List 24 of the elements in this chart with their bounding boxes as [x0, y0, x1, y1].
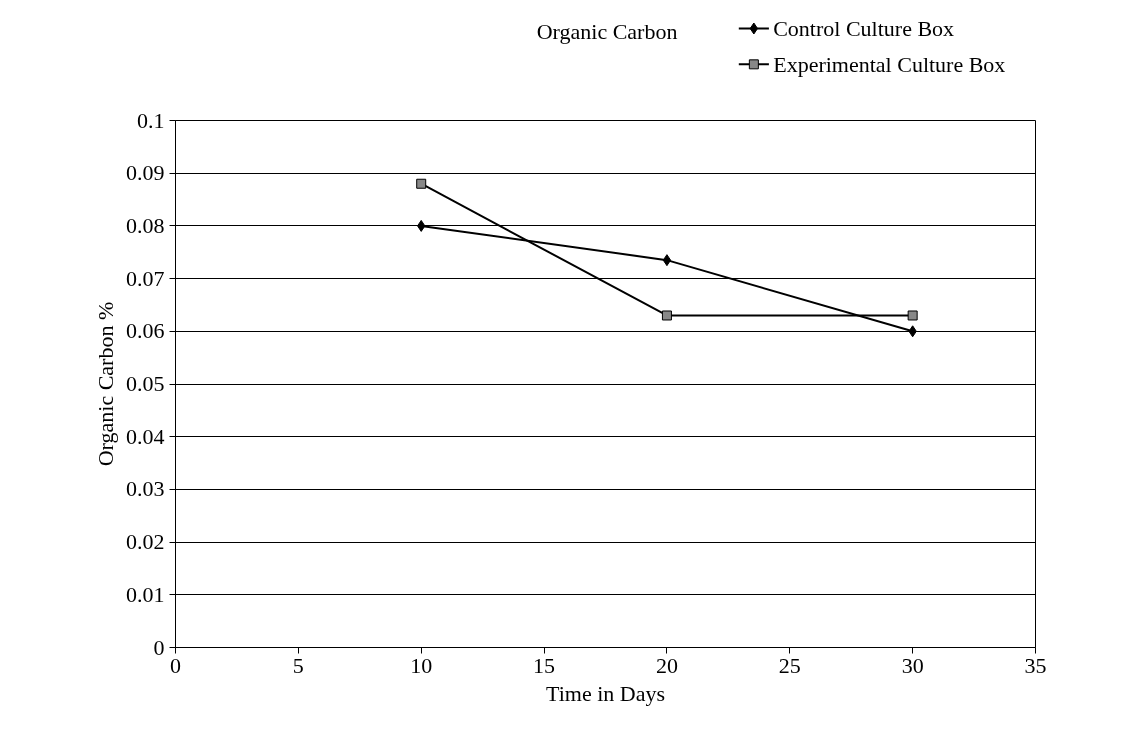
legend-label: Control Culture Box — [773, 16, 955, 41]
x-axis-title: Time in Days — [546, 680, 665, 706]
y-tick-label: 0.03 — [126, 476, 165, 502]
y-tick-label: 0.08 — [126, 212, 165, 238]
x-tick-label: 35 — [1024, 652, 1047, 678]
x-tick-label: 15 — [533, 652, 556, 678]
y-tick-label: 0.02 — [126, 529, 165, 555]
y-tick-label: 0.09 — [126, 160, 165, 186]
x-tick-label: 20 — [655, 652, 678, 678]
y-axis-title: Organic Carbon % — [93, 301, 118, 467]
x-tick-label: 25 — [778, 652, 801, 678]
y-tick-label: 0.06 — [126, 318, 165, 344]
y-tick-label: 0.1 — [137, 107, 165, 133]
y-tick-label: 0.05 — [126, 371, 165, 396]
x-tick-label: 5 — [292, 652, 304, 678]
y-tick-label: 0.04 — [126, 423, 165, 449]
y-tick-label: 0 — [153, 634, 165, 660]
y-tick-label: 0.07 — [126, 265, 165, 291]
chart-title: Organic Carbon — [536, 19, 678, 45]
x-tick-label: 30 — [901, 652, 924, 678]
y-tick-label: 0.01 — [126, 581, 165, 607]
x-tick-label: 0 — [170, 652, 181, 678]
legend-label: Experimental Culture Box — [773, 51, 1006, 77]
x-tick-label: 10 — [410, 652, 433, 678]
